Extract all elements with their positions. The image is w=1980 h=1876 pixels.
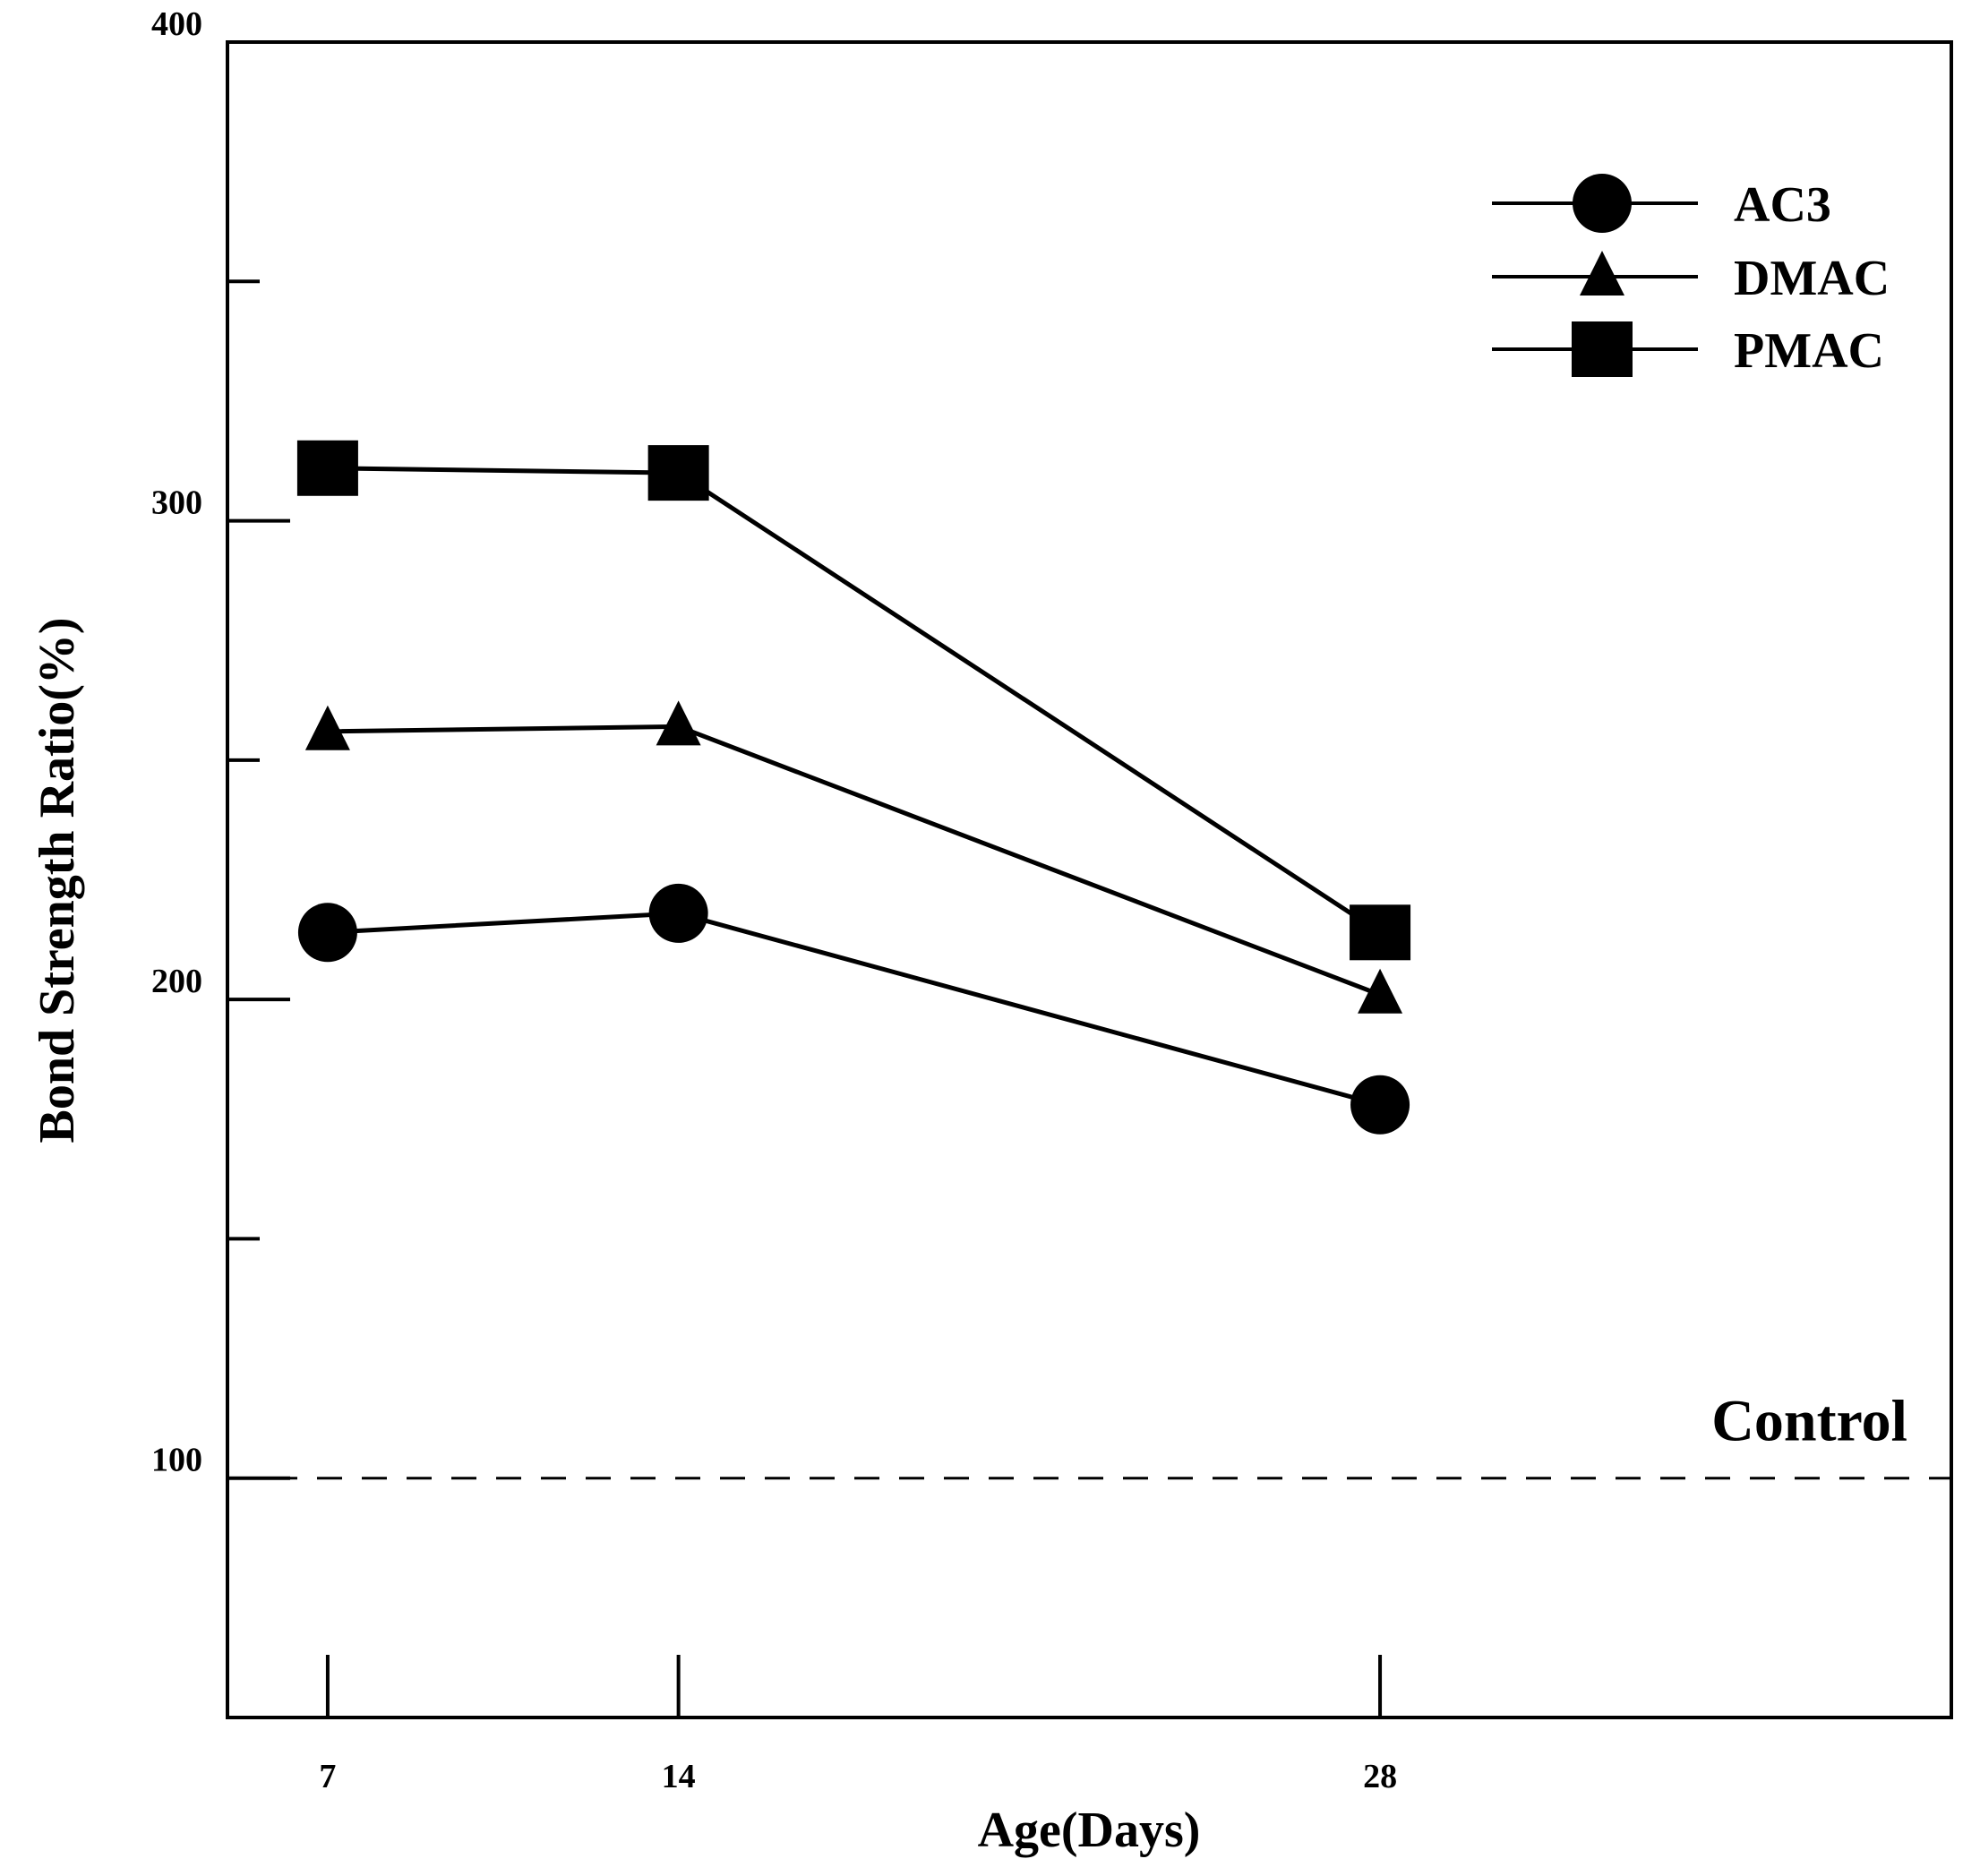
x-axis-title: Age(Days) (978, 1803, 1201, 1858)
legend-marker-pmac (1572, 321, 1633, 377)
point-dmac-7 (304, 705, 350, 750)
series-line-ac3 (327, 911, 1381, 1108)
point-dmac-14 (656, 700, 701, 746)
x-tick-label-14: 14 (662, 1758, 696, 1795)
y-tick-label-300: 300 (151, 484, 202, 522)
y-tick-label-100: 100 (151, 1442, 202, 1479)
x-tick-label-7: 7 (319, 1758, 336, 1795)
series-line-dmac (327, 724, 1381, 998)
x-tick-label-28: 28 (1363, 1758, 1397, 1795)
series-line-pmac (327, 466, 1382, 935)
y-tick-label-400: 400 (151, 5, 202, 43)
y-axis-title: Bond Strength Ratio(%) (30, 617, 85, 1143)
legend-label-dmac: DMAC (1734, 251, 1890, 306)
legend-label-ac3: AC3 (1734, 177, 1831, 233)
y-axis-ticks: 100 200 300 400 (151, 5, 290, 1480)
point-ac3-14 (648, 883, 708, 943)
point-pmac-14 (647, 445, 709, 501)
point-ac3-28 (1350, 1075, 1410, 1135)
point-ac3-7 (297, 903, 357, 963)
x-axis-ticks: 7 14 28 (319, 1655, 1397, 1795)
control-label: Control (1711, 1389, 1907, 1454)
point-dmac-28 (1358, 968, 1403, 1014)
series-layer (296, 440, 1411, 1135)
legend: AC3 DMAC PMAC (1492, 174, 1890, 379)
legend-label-pmac: PMAC (1734, 323, 1884, 379)
point-pmac-7 (296, 440, 358, 496)
point-pmac-28 (1350, 904, 1411, 961)
legend-marker-ac3 (1573, 174, 1632, 233)
y-tick-label-200: 200 (151, 963, 202, 1000)
plot-frame (226, 40, 1953, 1719)
legend-marker-dmac (1580, 251, 1624, 296)
